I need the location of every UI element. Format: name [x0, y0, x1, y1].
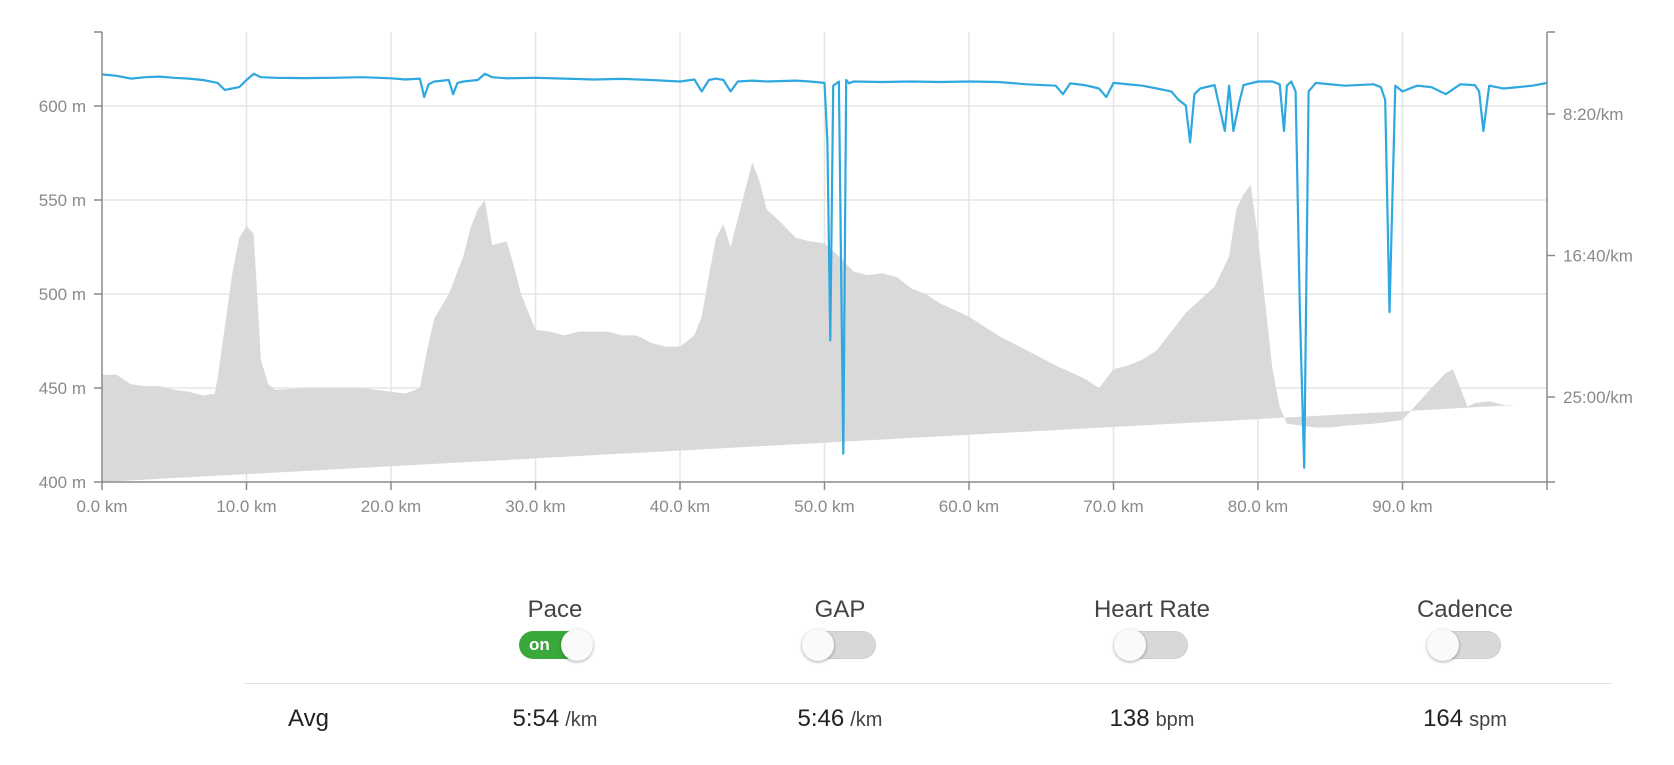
toggle-knob	[1427, 629, 1459, 661]
metric-name-gap: GAP	[814, 596, 866, 623]
x-tick-label: 60.0 km	[939, 497, 999, 516]
metric-name-pace: Pace	[527, 596, 583, 623]
y-left-tick-label: 550 m	[39, 191, 86, 210]
y-left-tick-label: 400 m	[39, 473, 86, 492]
avg-heart-rate: 138 bpm	[1022, 705, 1282, 733]
metric-name-heart-rate: Heart Rate	[1093, 596, 1211, 623]
toggle-knob	[1114, 629, 1146, 661]
chart-grid	[102, 32, 1547, 482]
y-left-tick-label: 600 m	[39, 97, 86, 116]
avg-gap-unit: /km	[850, 709, 883, 731]
metric-name-cadence: Cadence	[1416, 596, 1514, 623]
avg-cadence-value: 164	[1423, 705, 1464, 732]
avg-gap-value: 5:46	[797, 705, 845, 732]
y-right-tick-label: 25:00/km	[1563, 388, 1633, 407]
avg-heart-rate-value: 138	[1109, 705, 1150, 732]
toggle-knob	[802, 629, 834, 661]
gap-toggle[interactable]	[802, 629, 876, 661]
avg-cadence: 164 spm	[1335, 705, 1595, 733]
cadence-toggle[interactable]	[1427, 629, 1501, 661]
metric-heart-rate: Heart Rate	[1022, 595, 1282, 664]
avg-pace: 5:54/km	[425, 705, 685, 733]
avg-pace-unit: /km	[565, 709, 598, 731]
avg-cadence-unit: spm	[1469, 709, 1507, 731]
x-tick-label: 0.0 km	[76, 497, 127, 516]
x-tick-label: 20.0 km	[361, 497, 421, 516]
y-right-tick-label: 8:20/km	[1563, 105, 1623, 124]
x-tick-label: 30.0 km	[505, 497, 565, 516]
elevation-area	[102, 162, 1519, 482]
y-left-tick-label: 500 m	[39, 285, 86, 304]
x-tick-label: 70.0 km	[1083, 497, 1143, 516]
avg-gap: 5:46/km	[710, 705, 970, 733]
avg-label: Avg	[288, 705, 329, 732]
avg-pace-value: 5:54	[512, 705, 560, 732]
x-tick-label: 80.0 km	[1228, 497, 1288, 516]
metric-cadence: Cadence	[1335, 595, 1595, 664]
toggle-knob	[561, 629, 593, 661]
x-tick-label: 40.0 km	[650, 497, 710, 516]
y-right-tick-label: 16:40/km	[1563, 247, 1633, 266]
pace-line	[101, 72, 1548, 469]
metric-gap: GAP	[710, 595, 970, 664]
x-tick-label: 50.0 km	[794, 497, 854, 516]
elevation-pace-chart[interactable]: 400 m 450 m 500 m 550 m 600 m 0.0 km 10.0 km 20…	[0, 0, 1674, 520]
chart-axes	[94, 31, 1555, 490]
x-tick-label: 90.0 km	[1372, 497, 1432, 516]
y-left-tick-label: 450 m	[39, 379, 86, 398]
metric-controls: Pace on GAP Heart Rate Cadence Avg 5:54/…	[0, 595, 1674, 765]
heart-rate-toggle[interactable]	[1114, 629, 1188, 661]
divider	[245, 683, 1612, 684]
pace-toggle[interactable]: on	[519, 629, 593, 661]
x-tick-label: 10.0 km	[216, 497, 276, 516]
metric-pace: Pace on	[425, 595, 685, 664]
axis-ticks: 400 m 450 m 500 m 550 m 600 m 0.0 km 10.0 km 20…	[39, 97, 1633, 516]
pace-toggle-on-text: on	[529, 635, 550, 654]
avg-heart-rate-unit: bpm	[1155, 709, 1195, 731]
